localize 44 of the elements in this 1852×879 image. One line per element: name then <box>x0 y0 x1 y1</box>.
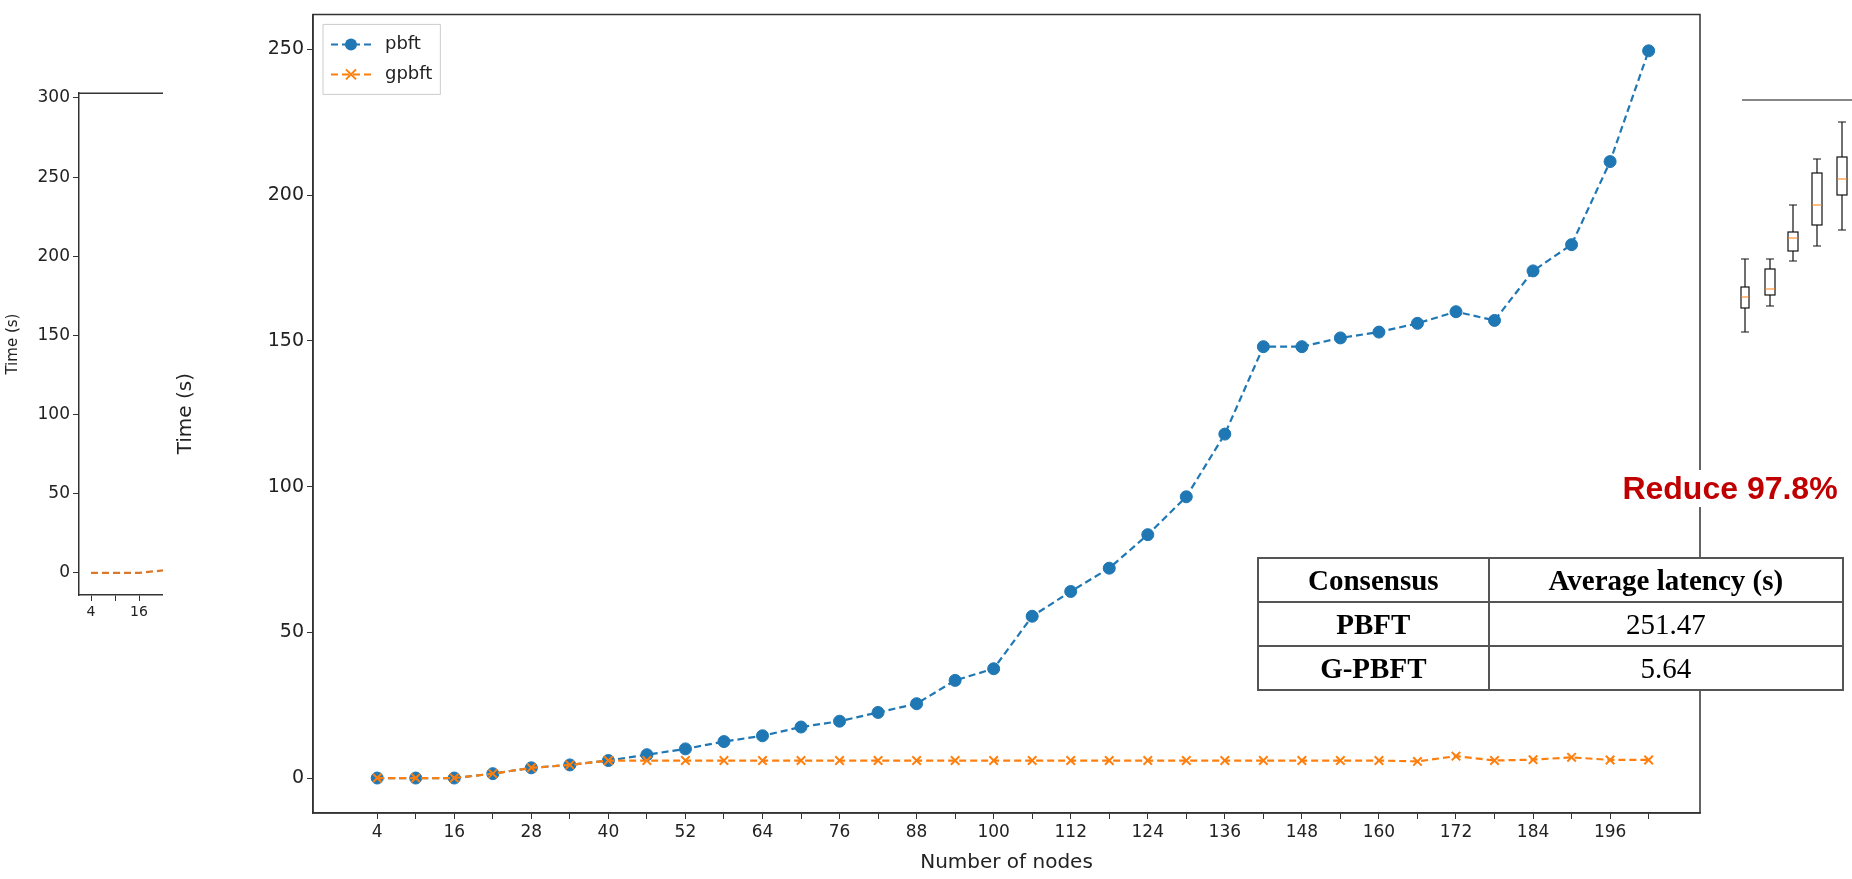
x-tick-label: 64 <box>751 820 774 841</box>
y-tick-label: 250 <box>37 165 70 186</box>
x-tick-label: 40 <box>597 820 620 841</box>
y-tick-label: 50 <box>279 619 304 642</box>
legend-label: pbft <box>385 32 421 54</box>
x-tick-label: 76 <box>828 820 851 841</box>
y-tick-label: 250 <box>267 36 304 59</box>
annotation: Reduce 97.8% <box>1590 470 1852 507</box>
x-tick-label: 88 <box>905 820 928 841</box>
y-tick-label: 0 <box>59 561 70 582</box>
x-tick-label: 160 <box>1362 820 1396 841</box>
x-tick-label: 172 <box>1439 820 1473 841</box>
annotation: 5.64 <box>1488 646 1843 690</box>
x-tick-label: 4 <box>371 820 383 841</box>
legend-label: gpbft <box>385 62 433 84</box>
x-tick-label: 184 <box>1516 820 1550 841</box>
y-tick-label: 150 <box>37 323 70 344</box>
x-tick-label: 124 <box>1131 820 1164 841</box>
x-tick-label: 196 <box>1593 820 1627 841</box>
x-tick-label: 136 <box>1208 820 1242 841</box>
y-tick-label: 200 <box>267 182 304 205</box>
y-axis-title: Time (s) <box>2 313 21 376</box>
annotation: G-PBFT <box>1258 646 1489 690</box>
y-tick-label: 100 <box>267 473 304 496</box>
y-tick-label: 200 <box>37 244 70 265</box>
annotation: Average latency (s) <box>1488 558 1843 602</box>
x-tick-label: 16 <box>130 603 148 620</box>
y-tick-label: 50 <box>48 482 70 503</box>
x-tick-label: 28 <box>520 820 543 841</box>
annotation: 251.47 <box>1488 602 1843 646</box>
annotation: PBFT <box>1258 602 1489 646</box>
x-tick-label: 100 <box>977 820 1010 841</box>
x-tick-label: 112 <box>1054 820 1087 841</box>
x-tick-label: 4 <box>86 603 96 620</box>
x-tick-label: 52 <box>674 820 697 841</box>
x-tick-label: 148 <box>1285 820 1319 841</box>
y-tick-label: 300 <box>37 86 70 107</box>
x-axis-title: Number of nodes <box>920 849 1093 874</box>
x-tick-label: 16 <box>443 820 466 841</box>
y-tick-label: 150 <box>267 327 304 350</box>
y-tick-label: 0 <box>291 764 304 787</box>
y-tick-label: 100 <box>37 402 70 423</box>
annotation: Consensus <box>1258 558 1489 602</box>
y-axis-title: Time (s) <box>172 373 197 456</box>
